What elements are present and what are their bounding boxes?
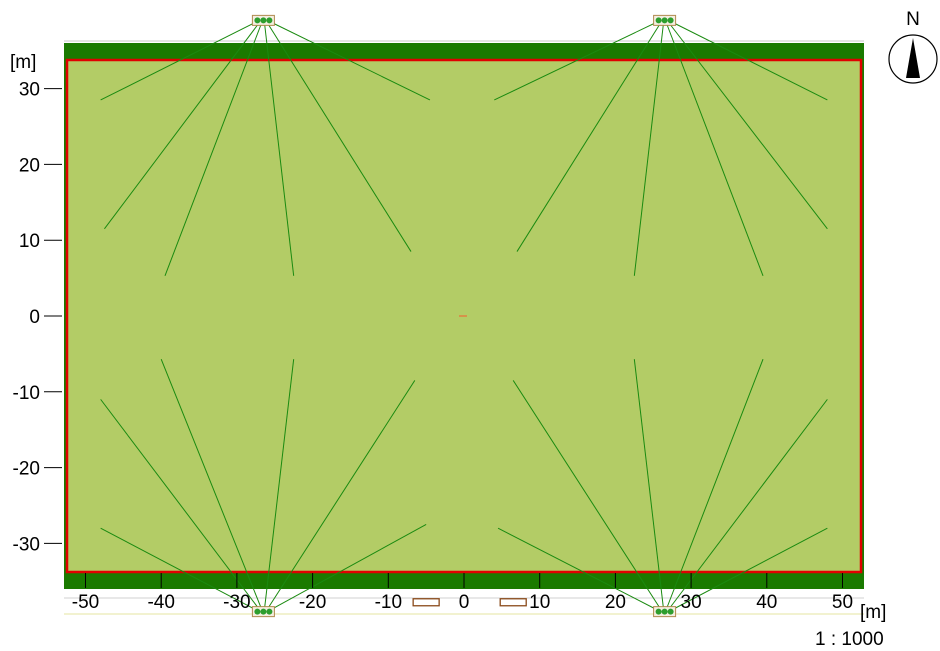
x-tick-label: 50 bbox=[832, 592, 853, 613]
beam-line bbox=[100, 399, 262, 612]
x-tick-label: -10 bbox=[375, 592, 402, 613]
luminaire-marker bbox=[266, 17, 273, 24]
beam-line bbox=[633, 359, 665, 612]
x-tick-label: 10 bbox=[529, 592, 550, 613]
field-outline bbox=[65, 58, 863, 574]
beam-line bbox=[265, 20, 412, 252]
x-tick-label: 0 bbox=[459, 592, 470, 613]
beam-line bbox=[497, 527, 661, 613]
pole-sw bbox=[251, 606, 275, 618]
bench-west bbox=[412, 598, 440, 607]
beam-line bbox=[664, 20, 764, 277]
pole-ne bbox=[653, 14, 677, 26]
x-tick-label: 20 bbox=[605, 592, 626, 613]
luminaire-marker bbox=[260, 17, 267, 24]
y-tick-label: -30 bbox=[13, 534, 40, 555]
x-unit-label: [m] bbox=[860, 602, 886, 623]
beam-line bbox=[512, 380, 663, 612]
y-tick-label: 20 bbox=[19, 155, 40, 176]
beam-line bbox=[516, 20, 663, 252]
x-tick-label: -20 bbox=[299, 592, 326, 613]
luminaire-marker bbox=[266, 608, 273, 615]
beam-line bbox=[164, 20, 264, 277]
beam-line bbox=[666, 20, 828, 230]
luminaire-marker bbox=[655, 17, 662, 24]
y-tick-label: 30 bbox=[19, 80, 40, 101]
x-axis: -50 -40 -30 -20 -10 0 10 20 30 40 50 bbox=[72, 573, 853, 613]
north-label: N bbox=[906, 9, 920, 30]
y-tick-label: -10 bbox=[13, 383, 40, 404]
scale-label: 1 : 1000 bbox=[815, 629, 884, 650]
x-tick-label: -40 bbox=[147, 592, 174, 613]
beam-line bbox=[263, 359, 295, 612]
beam-line bbox=[668, 527, 828, 613]
beam-line bbox=[668, 19, 828, 101]
luminaire-marker bbox=[254, 608, 261, 615]
x-tick-label: -50 bbox=[72, 592, 99, 613]
beam-layer bbox=[100, 19, 828, 613]
beam-line bbox=[267, 19, 431, 101]
beam-line bbox=[494, 19, 661, 101]
beam-line bbox=[666, 399, 828, 612]
bench-layer bbox=[412, 598, 527, 607]
pole-nw bbox=[251, 14, 275, 26]
x-tick-label: 30 bbox=[681, 592, 702, 613]
y-unit-label: [m] bbox=[10, 52, 36, 73]
bench-east bbox=[499, 598, 527, 607]
luminaire-marker bbox=[661, 608, 668, 615]
x-tick-label: 40 bbox=[756, 592, 777, 613]
beam-line bbox=[664, 359, 764, 612]
y-axis: 30 20 10 0 -10 -20 -30 bbox=[13, 80, 62, 555]
beam-line bbox=[104, 20, 262, 230]
luminaire-marker bbox=[667, 608, 674, 615]
beam-line bbox=[100, 19, 260, 101]
beam-line bbox=[263, 20, 295, 276]
beam-line bbox=[633, 20, 665, 276]
beam-line bbox=[100, 527, 260, 613]
pole-se bbox=[653, 606, 677, 618]
luminaire-marker bbox=[260, 608, 267, 615]
beam-line bbox=[160, 359, 264, 612]
y-tick-label: 10 bbox=[19, 231, 40, 252]
pole-layer bbox=[251, 14, 677, 618]
luminaire-marker bbox=[667, 17, 674, 24]
beam-line bbox=[265, 380, 416, 612]
luminaire-marker bbox=[655, 608, 662, 615]
luminaire-marker bbox=[254, 17, 261, 24]
north-arrow-icon: N bbox=[888, 9, 938, 84]
y-tick-label: 0 bbox=[29, 307, 40, 328]
luminaire-marker bbox=[661, 17, 668, 24]
beam-line bbox=[267, 524, 427, 613]
x-tick-label: -30 bbox=[223, 592, 250, 613]
y-tick-label: -20 bbox=[13, 459, 40, 480]
